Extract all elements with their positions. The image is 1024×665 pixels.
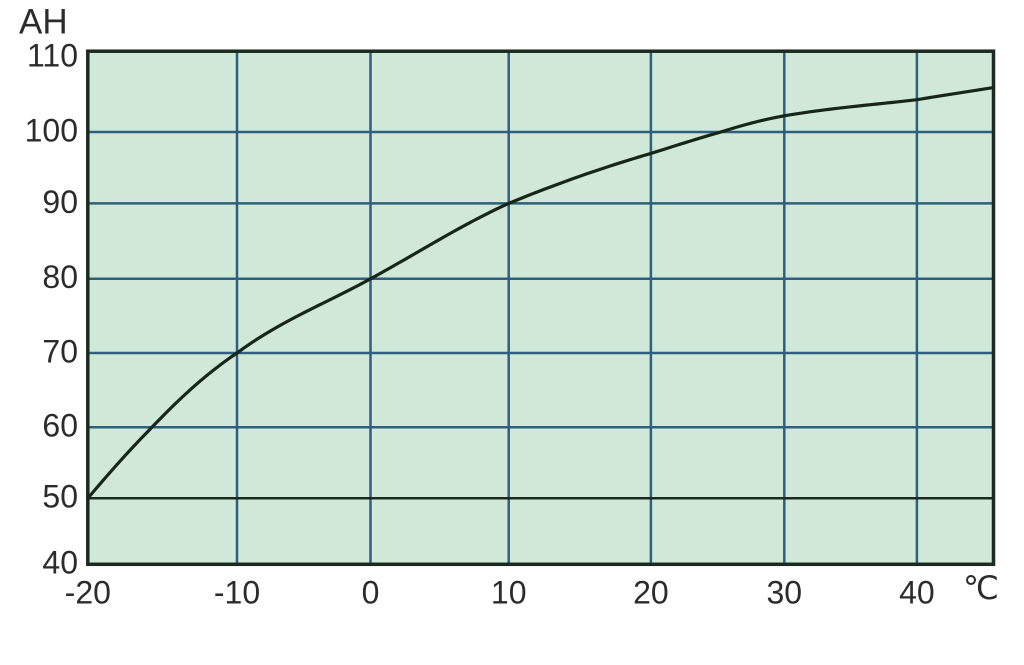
svg-text:70: 70 [42,333,78,369]
svg-text:110: 110 [27,38,78,74]
svg-text:0: 0 [362,574,380,610]
svg-text:30: 30 [767,574,803,610]
svg-text:20: 20 [633,574,669,610]
svg-text:-20: -20 [65,574,111,610]
svg-text:AH: AH [19,3,68,42]
svg-text:60: 60 [42,408,78,444]
svg-text:90: 90 [42,184,78,220]
svg-text:100: 100 [25,112,78,148]
svg-text:10: 10 [491,574,527,610]
svg-text:50: 50 [42,479,78,515]
svg-text:40: 40 [899,574,935,610]
svg-text:℃: ℃ [963,570,999,606]
svg-text:-10: -10 [214,574,260,610]
svg-text:80: 80 [42,259,78,295]
